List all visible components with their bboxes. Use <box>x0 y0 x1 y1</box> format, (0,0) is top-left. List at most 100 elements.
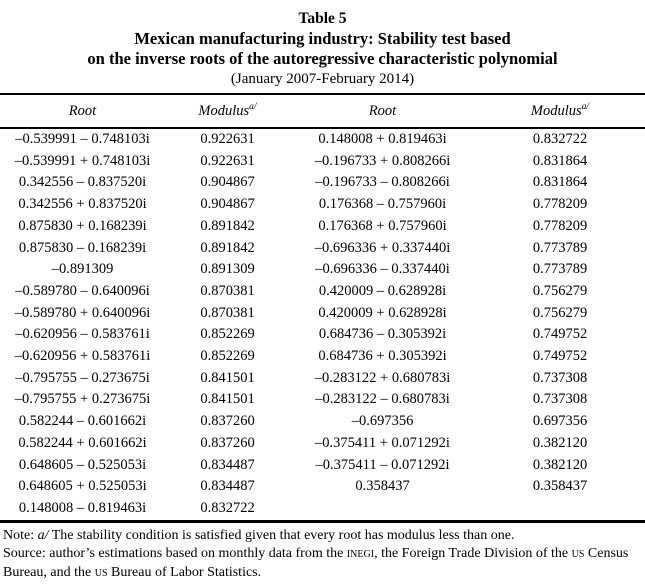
source-text: Source: author’s estimations based on mo… <box>3 546 347 562</box>
footnote-marker: a/ <box>249 102 257 113</box>
table-title-line-2: on the inverse roots of the autoregressi… <box>87 49 558 68</box>
table-row: –0.539991 + 0.748103i 0.922631 –0.196733 +… <box>0 151 645 173</box>
table-header: Root Modulusa/ Root Modulusa/ <box>0 95 645 129</box>
table-cell: 0.773789 <box>532 239 588 256</box>
table-cell: 0.834487 <box>200 456 255 473</box>
table-row: –0.620956 + 0.583761i 0.852269 0.684736 + … <box>0 346 645 368</box>
table-cell: 0.832722 <box>532 131 588 147</box>
table-cell: –0.795755 – 0.273675i <box>15 369 150 386</box>
table-cell: 0.648605 + 0.525053i <box>18 478 147 495</box>
table-cell: 0.841501 <box>200 391 255 408</box>
table-row: 0.342556 – 0.837520i 0.904867 –0.196733 – … <box>0 172 645 194</box>
table-cell <box>290 498 475 521</box>
table-row: –0.795755 – 0.273675i 0.841501 –0.283122 +… <box>0 368 645 390</box>
table-cell: 0.922631 <box>200 131 255 147</box>
table-cell: –0.891309 <box>51 261 114 278</box>
table-cell: –0.375411 + 0.071292i <box>315 434 450 451</box>
table-cell: 0.582244 – 0.601662i <box>18 413 147 430</box>
source-acronym-inegi: INEGI <box>346 546 375 562</box>
col-header-modulus-2: Modulusa/ <box>475 95 645 129</box>
table-source: Source: author’s estimations based on mo… <box>3 545 643 582</box>
table-cell: –0.620956 + 0.583761i <box>14 348 151 365</box>
table-cell: 0.870381 <box>200 282 255 299</box>
table-row: 0.875830 – 0.168239i 0.891842 –0.696336 + … <box>0 238 645 260</box>
table-cell: 0.756279 <box>532 304 588 321</box>
col-header-root-2: Root <box>290 95 475 129</box>
table-row: 0.648605 + 0.525053i 0.834487 0.358437 0.35… <box>0 476 645 498</box>
note-marker: a/ <box>37 527 49 543</box>
note-text: The stability condition is satisfied giv… <box>48 527 515 543</box>
note-label: Note: <box>3 527 38 543</box>
table-cell: 0.342556 + 0.837520i <box>18 196 147 213</box>
table-cell: –0.696336 – 0.337440i <box>315 261 450 278</box>
source-text: Bureau of Labor Statistics. <box>107 564 262 580</box>
table-cell <box>475 498 645 521</box>
table-cell: –0.539991 – 0.748103i <box>15 131 150 147</box>
table-cell: 0.904867 <box>200 174 255 191</box>
col-header-root-1: Root <box>0 95 165 129</box>
table-cell: 0.382120 <box>532 434 588 451</box>
table-cell: 0.831864 <box>532 152 588 169</box>
table-body: –0.539991 – 0.748103i 0.922631 0.148008 + … <box>0 128 645 521</box>
table-row: 0.582244 + 0.601662i 0.837260 –0.375411 + … <box>0 433 645 455</box>
table-cell: 0.778209 <box>532 196 588 213</box>
col-header-label: Modulus <box>530 102 582 119</box>
footnote-marker: a/ <box>581 102 590 113</box>
table-cell: –0.375411 – 0.071292i <box>315 456 450 473</box>
table-title-line-1: Mexican manufacturing industry: Stabilit… <box>134 29 511 48</box>
table-cell: 0.737308 <box>532 369 588 386</box>
table-cell: 0.891842 <box>200 239 255 256</box>
table-row: 0.148008 – 0.819463i 0.832722 <box>0 498 645 521</box>
header-row: Root Modulusa/ Root Modulusa/ <box>0 95 645 129</box>
table-cell: 0.582244 + 0.601662i <box>18 434 147 451</box>
table-cell: 0.420009 – 0.628928i <box>318 282 447 299</box>
table-cell: 0.922631 <box>200 152 255 169</box>
col-header-label: Root <box>68 102 97 119</box>
table-cell: 0.684736 + 0.305392i <box>318 348 447 365</box>
table-cell: –0.696336 + 0.337440i <box>314 239 451 256</box>
table-row: –0.795755 + 0.273675i 0.841501 –0.283122 –… <box>0 389 645 411</box>
source-text: Census Bureau, and the <box>3 546 629 580</box>
table-cell: 0.832722 <box>200 499 255 516</box>
table-row: –0.620956 – 0.583761i 0.852269 0.684736 – … <box>0 324 645 346</box>
table-cell: 0.176368 – 0.757960i <box>318 196 447 213</box>
table-cell: 0.875830 + 0.168239i <box>18 217 147 234</box>
table-cell: 0.875830 – 0.168239i <box>18 239 147 256</box>
table-cell: 0.358437 <box>532 478 588 495</box>
table-note: Note: a/ The stability condition is sati… <box>3 527 643 546</box>
table-cell: 0.737308 <box>532 391 588 408</box>
table-cell: 0.831864 <box>532 174 588 191</box>
title-block: Table 5 Mexican manufacturing industry: … <box>0 0 645 89</box>
table-cell: –0.196733 – 0.808266i <box>315 174 450 191</box>
source-acronym-us-2: US <box>94 564 108 580</box>
roots-table: Root Modulusa/ Root Modulusa/ –0.539991 … <box>0 95 645 523</box>
table-row: –0.891309 0.891309 –0.696336 – 0.337440i 0.… <box>0 259 645 281</box>
table-row: –0.539991 – 0.748103i 0.922631 0.148008 + … <box>0 128 645 151</box>
table-subtitle: (January 2007-February 2014) <box>230 71 415 87</box>
table-cell: 0.148008 – 0.819463i <box>18 499 147 516</box>
table-cell: –0.795755 + 0.273675i <box>14 391 151 408</box>
table-cell: –0.589780 + 0.640096i <box>14 304 151 321</box>
table-cell: –0.589780 – 0.640096i <box>15 282 150 299</box>
table-cell: 0.852269 <box>200 348 255 365</box>
table-cell: –0.697356 <box>351 413 414 430</box>
table-cell: 0.891842 <box>200 217 255 234</box>
col-header-modulus-1: Modulusa/ <box>165 95 290 129</box>
table-cell: 0.176368 + 0.757960i <box>318 217 447 234</box>
table-row: 0.342556 + 0.837520i 0.904867 0.176368 – 0… <box>0 194 645 216</box>
top-rule <box>0 93 645 95</box>
table-cell: –0.620956 – 0.583761i <box>15 326 150 343</box>
table-cell: 0.749752 <box>532 326 588 343</box>
table-cell: 0.870381 <box>200 304 255 321</box>
table-cell: 0.778209 <box>532 217 588 234</box>
col-header-label: Modulus <box>198 102 250 119</box>
table-number: Table 5 <box>298 10 347 27</box>
col-header-label: Root <box>368 102 397 119</box>
table-cell: 0.852269 <box>200 326 255 343</box>
table-row: 0.648605 – 0.525053i 0.834487 –0.375411 – … <box>0 455 645 477</box>
table-cell: –0.283122 – 0.680783i <box>315 391 450 408</box>
table-cell: 0.834487 <box>200 478 255 495</box>
table-cell: 0.749752 <box>532 348 588 365</box>
source-acronym-us-1: US <box>571 546 585 562</box>
